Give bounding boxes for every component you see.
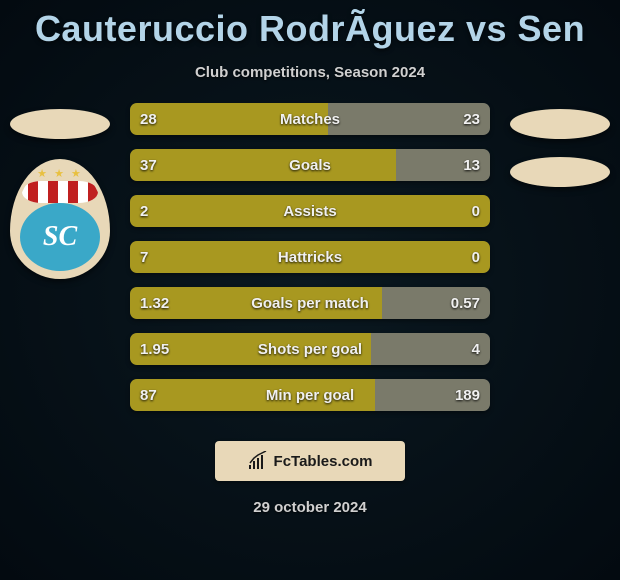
stat-row: 2823Matches — [130, 103, 490, 135]
stat-label: Shots per goal — [130, 333, 490, 365]
brand-logo-icon — [248, 451, 268, 471]
club-initials: SC — [20, 203, 100, 271]
stats-table: 2823Matches 3713Goals 20Assists 70Hattricks… — [130, 103, 490, 425]
brand-text: FcTables.com — [274, 453, 373, 470]
stat-row: 1.320.57Goals per match — [130, 287, 490, 319]
brand-badge: FcTables.com — [215, 441, 405, 481]
stat-row: 87189Min per goal — [130, 379, 490, 411]
stat-label: Hattricks — [130, 241, 490, 273]
stat-row: 3713Goals — [130, 149, 490, 181]
club-band — [22, 181, 98, 203]
stat-label: Matches — [130, 103, 490, 135]
player1-photo-placeholder — [10, 109, 110, 139]
player2-photo-placeholder — [510, 109, 610, 139]
date: 29 october 2024 — [0, 499, 620, 516]
comparison-content: ★ ★ ★ SC 2823Matches3713Goals20Assists70… — [0, 109, 620, 429]
player1-club-logo: ★ ★ ★ SC — [10, 159, 110, 279]
stat-label: Assists — [130, 195, 490, 227]
page-title: Cauteruccio RodrÃ­guez vs Sen — [0, 0, 620, 50]
stat-row: 70Hattricks — [130, 241, 490, 273]
stat-label: Goals — [130, 149, 490, 181]
stat-label: Goals per match — [130, 287, 490, 319]
club-stars-icon: ★ ★ ★ — [37, 167, 83, 180]
player2-club-placeholder — [510, 157, 610, 187]
stat-row: 1.954Shots per goal — [130, 333, 490, 365]
subtitle: Club competitions, Season 2024 — [0, 64, 620, 81]
stat-label: Min per goal — [130, 379, 490, 411]
stat-row: 20Assists — [130, 195, 490, 227]
